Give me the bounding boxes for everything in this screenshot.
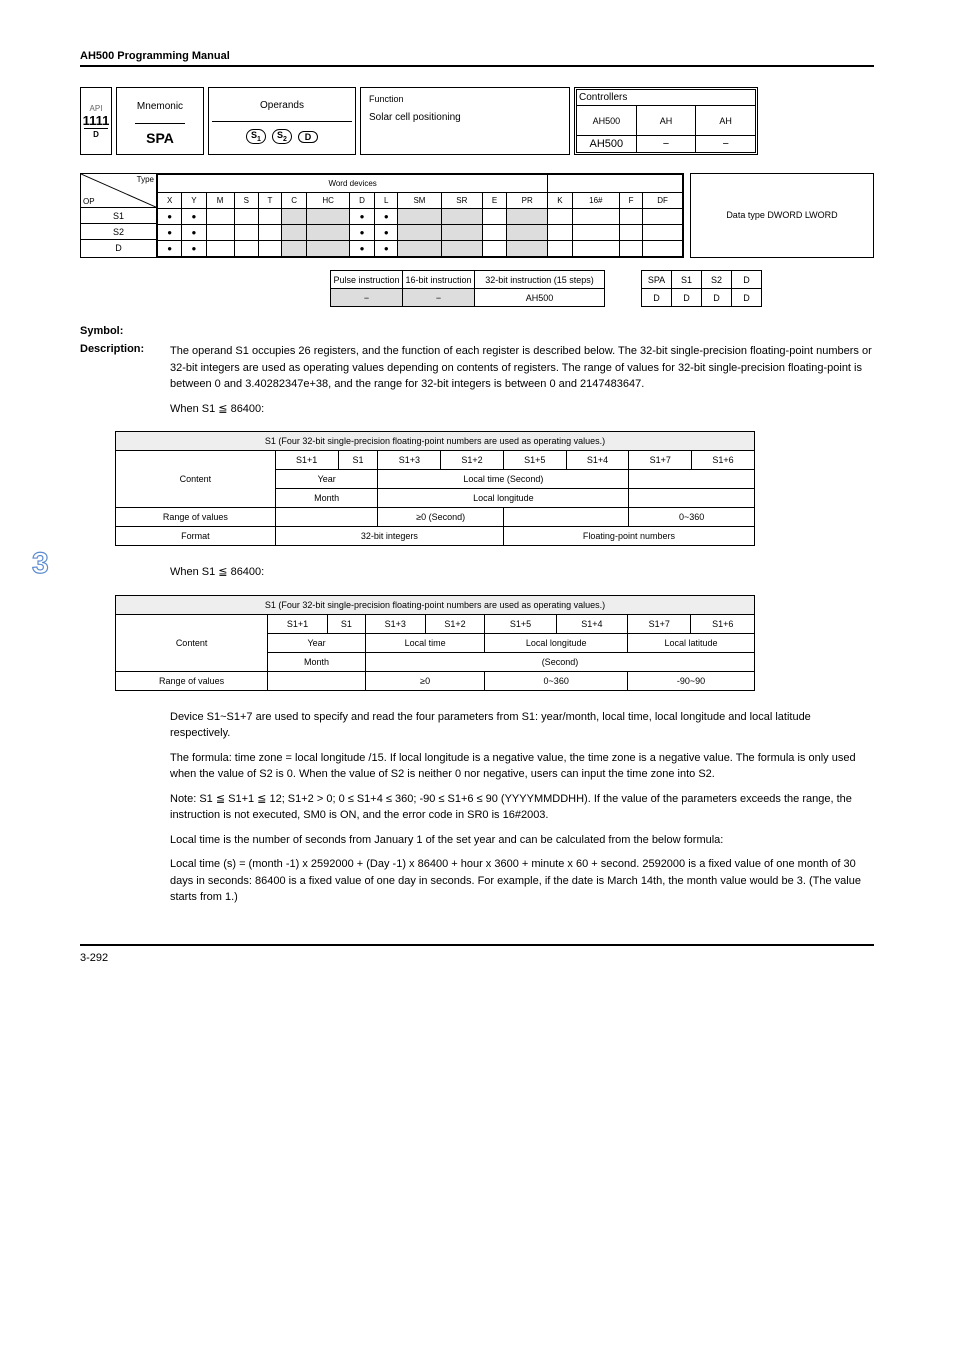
mnemonic-box: Mnemonic SPA [116, 87, 204, 155]
page-header: AH500 Programming Manual [80, 50, 874, 67]
pill-s1: S1 [246, 129, 266, 144]
pill-d: D [298, 131, 318, 143]
svg-text:3: 3 [32, 547, 49, 580]
instruction-header-block: API 1111 D Mnemonic SPA Operands S1 S2 D… [80, 87, 874, 155]
pill-s2: S2 [272, 129, 292, 144]
page-number: 3-292 [80, 952, 108, 964]
function-box: Function Solar cell positioning [360, 87, 570, 155]
operands-box: Operands S1 S2 D [208, 87, 356, 155]
symbol-row: Symbol: [80, 325, 874, 337]
device-note: Data type DWORD LWORD [690, 173, 874, 258]
chapter-3-icon: 3 [30, 545, 56, 584]
s1-table-2: S1 (Four 32-bit single-precision floatin… [115, 595, 755, 691]
device-grid-table: Word devices XYMSTCHCDLSMSREPRK16#FDF ●●… [157, 174, 683, 257]
header-left: AH500 Programming Manual [80, 50, 230, 62]
pulse-step-block: Pulse instruction 16-bit instruction 32-… [330, 270, 874, 307]
api-box: API 1111 D [80, 87, 112, 155]
s1-table-1: S1 (Four 32-bit single-precision floatin… [115, 431, 755, 546]
description-block: Description: The operand S1 occupies 26 … [80, 343, 874, 425]
controllers-box: Controllers AH500 AH AH AH500 − − [574, 87, 758, 155]
pulse-table: Pulse instruction 16-bit instruction 32-… [330, 270, 605, 307]
device-table: Type OP S1 S2 D Word devices XYMSTCHCDLS… [80, 173, 874, 258]
page-footer: 3-292 [80, 944, 874, 964]
step-table: SPAS1S2D DDDD [641, 270, 762, 307]
